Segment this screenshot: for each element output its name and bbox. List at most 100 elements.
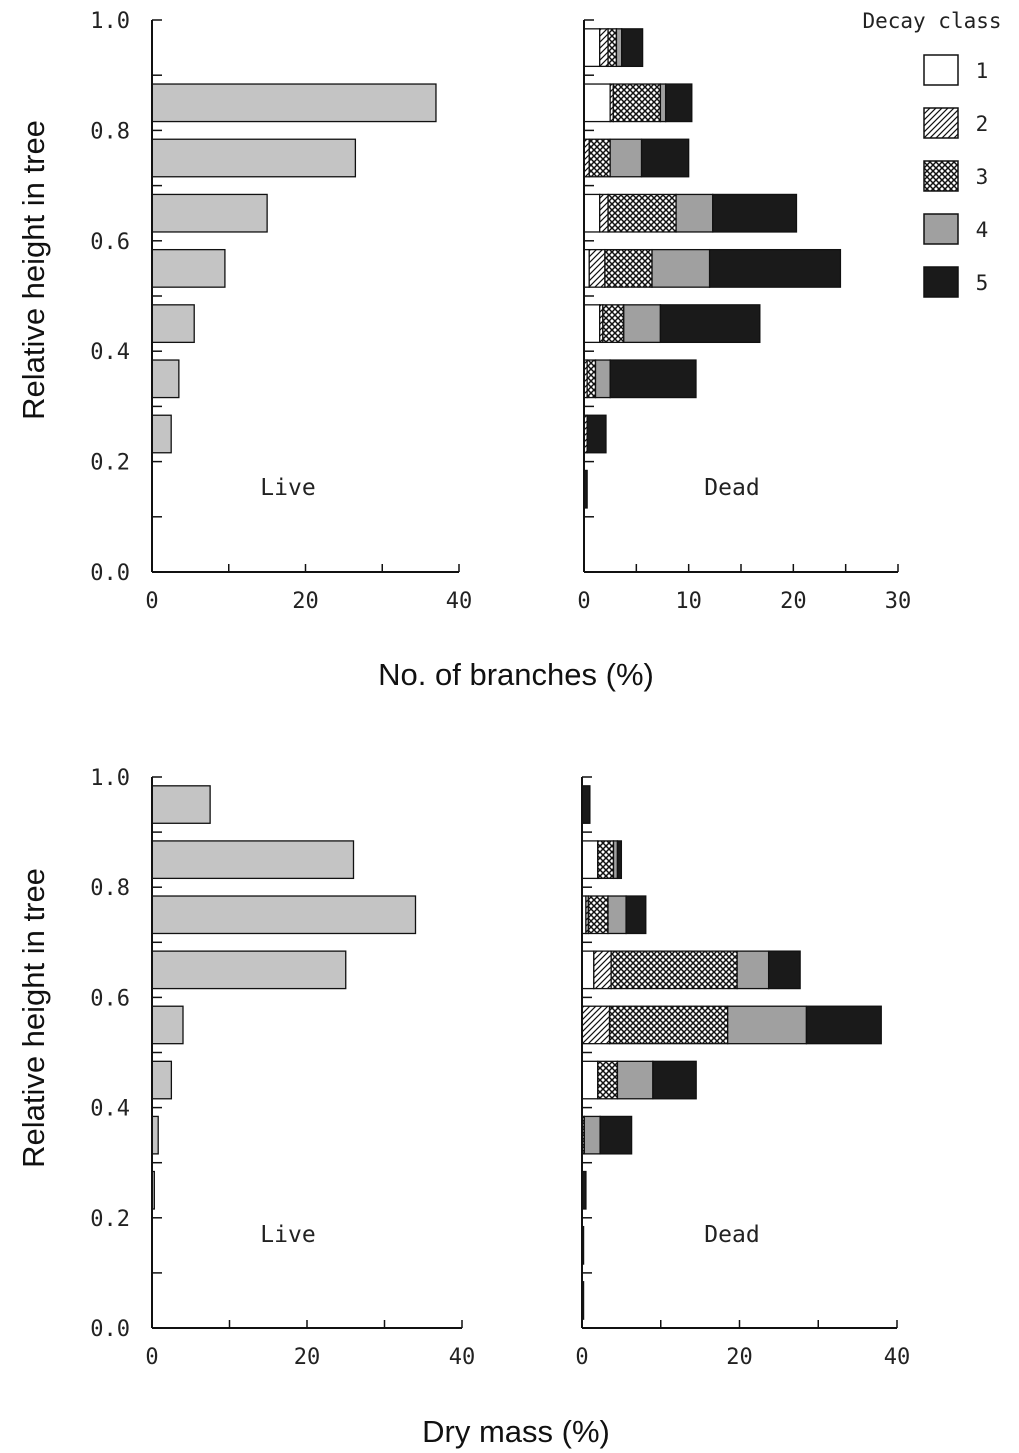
bottom-dead-bar-segment-class-3 (610, 950, 738, 990)
top-dead-bar-segment-class-3 (604, 248, 653, 288)
top-dead-bar-segment-class-5 (708, 248, 842, 288)
bottom-live-x-tick-label: 0 (145, 1345, 158, 1370)
bottom-live-bar (151, 950, 347, 990)
bottom-dead-bar-segment-class-2 (581, 1005, 611, 1045)
bottom-dead-x-tick-label: 0 (575, 1345, 588, 1370)
bottom-dead-panel-label: Dead (704, 1222, 759, 1248)
top-dead-bar-segment-class-4 (594, 359, 611, 399)
top-live-bar (151, 359, 180, 399)
bottom-live-bar (151, 895, 417, 935)
top-dead-bar-segment-class-4 (623, 304, 662, 344)
legend-swatch-class-2 (923, 107, 959, 139)
bottom-live-y-tick-label: 0.4 (90, 1097, 130, 1122)
bottom-dead-bar-segment-class-5 (625, 895, 647, 935)
legend-label-class-4: 4 (976, 218, 989, 242)
top-dead-bar-segment-class-1 (583, 83, 611, 123)
legend-swatch-class-3 (923, 160, 959, 192)
top-dead-bar-segment-class-3 (607, 193, 677, 233)
legend-swatch-class-5 (923, 266, 959, 298)
top-dead-bar-segment-class-3 (586, 359, 597, 399)
top-dead-bar-segment-class-4 (615, 28, 623, 68)
bottom-dead-x-tick-label: 20 (726, 1345, 753, 1370)
top-dead-y-ticks (584, 19, 594, 573)
bottom-live-bar (151, 1060, 173, 1100)
legend-swatch-class-4 (923, 213, 959, 245)
bottom-dead-bar-segment-class-1 (581, 1060, 599, 1100)
top-dead-bar-segment-class-4 (651, 248, 711, 288)
top-y-axis-title: Relative height in tree (16, 120, 51, 420)
top-dead-bar-segment-class-3 (602, 304, 625, 344)
top-live-x-tick-label: 20 (292, 589, 319, 614)
top-dead-panel: 0 10 20 30 Dead (577, 19, 911, 614)
bottom-live-y-tick-label: 1.0 (90, 766, 130, 791)
top-dead-bar-segment-class-2 (588, 248, 606, 288)
bottom-dead-x-ticks: 0 20 40 (575, 1320, 910, 1370)
bottom-dead-bar-segment-class-4 (583, 1115, 601, 1155)
bottom-live-y-tick-label: 0.8 (90, 876, 130, 901)
legend-label-class-5: 5 (976, 271, 989, 295)
bottom-dead-bar-segment-class-5 (805, 1005, 882, 1045)
top-live-bar (151, 138, 357, 178)
top-dead-bar-segment-class-5 (586, 414, 607, 454)
bottom-dead-bar-segment-class-1 (581, 840, 599, 880)
top-dead-bar-segment-class-5 (712, 193, 798, 233)
top-dead-x-ticks: 0 10 20 30 (577, 564, 911, 614)
bottom-live-bar (151, 785, 211, 824)
bottom-dead-bar-segment-class-3 (608, 1005, 729, 1045)
top-live-y-tick-label: 0.8 (90, 119, 130, 144)
bottom-live-panel-label: Live (260, 1222, 315, 1248)
bottom-dead-y-ticks (582, 776, 592, 1329)
top-dead-bar-segment-class-5 (664, 83, 693, 123)
top-live-panel: 0.0 0.2 0.4 0.6 0.8 1.0 0 20 40 Live (90, 9, 472, 614)
top-dead-bar-segment-class-4 (609, 138, 643, 178)
bottom-dead-x-tick-label: 40 (884, 1345, 911, 1370)
bottom-dead-bar-segment-class-4 (616, 1060, 654, 1100)
top-live-y-tick-label: 0.2 (90, 451, 130, 476)
bottom-dead-bar-segment-class-5 (652, 1060, 697, 1100)
top-dead-bar-segment-class-5 (621, 28, 644, 68)
bottom-live-y-tick-label: 0.0 (90, 1317, 130, 1342)
top-live-bar (151, 304, 195, 344)
bottom-dead-bar-segment-class-3 (587, 895, 609, 935)
top-dead-bar-segment-class-1 (583, 28, 601, 68)
bottom-live-y-tick-label: 0.6 (90, 986, 130, 1011)
bottom-dead-bar-segment-class-5 (599, 1115, 633, 1155)
top-dead-bar-segment-class-4 (659, 83, 667, 123)
bottom-live-bar (151, 1005, 184, 1045)
top-dead-x-tick-label: 0 (577, 589, 590, 614)
decay-class-legend: Decay class 1 2 3 4 5 (862, 9, 1002, 298)
top-live-y-ticks: 0.0 0.2 0.4 0.6 0.8 1.0 (90, 9, 162, 586)
top-dead-x-tick-label: 30 (885, 589, 912, 614)
top-dead-x-tick-label: 20 (780, 589, 807, 614)
top-dead-bar-segment-class-5 (659, 304, 761, 344)
top-dead-bar-segment-class-2 (599, 28, 609, 68)
legend-title: Decay class (862, 9, 1001, 33)
top-live-bar (151, 193, 268, 233)
top-live-x-tick-label: 0 (145, 589, 158, 614)
bottom-dead-bar-segment-class-5 (767, 950, 801, 990)
bottom-dead-bar-segment-class-5 (616, 840, 623, 880)
top-live-bar (151, 414, 172, 454)
bottom-dead-bars (581, 785, 882, 1320)
bottom-live-y-ticks: 0.0 0.2 0.4 0.6 0.8 1.0 (90, 766, 162, 1342)
legend-label-class-3: 3 (976, 165, 989, 189)
bottom-live-bars (151, 785, 417, 1210)
top-dead-bar-segment-class-3 (607, 28, 618, 68)
bottom-y-axis-title: Relative height in tree (16, 868, 51, 1168)
bottom-dead-bar-segment-class-5 (581, 785, 591, 824)
top-live-bar (151, 83, 437, 123)
top-dead-bar-segment-class-5 (609, 359, 697, 399)
top-live-x-ticks: 0 20 40 (145, 564, 472, 614)
bottom-dead-bar-segment-class-2 (593, 950, 612, 990)
top-live-panel-label: Live (260, 475, 315, 501)
top-dead-x-tick-label: 10 (675, 589, 702, 614)
top-live-y-tick-label: 0.4 (90, 340, 130, 365)
legend-label-class-2: 2 (976, 112, 989, 136)
top-dead-bar-segment-class-1 (583, 304, 601, 344)
bottom-x-axis-title: Dry mass (%) (422, 1414, 610, 1449)
bottom-dead-panel: 0 20 40 Dead (575, 776, 910, 1370)
top-dead-bar-segment-class-5 (640, 138, 690, 178)
top-dead-panel-label: Dead (704, 475, 759, 501)
legend-swatch-class-1 (923, 54, 959, 86)
bottom-live-bar (151, 840, 355, 880)
